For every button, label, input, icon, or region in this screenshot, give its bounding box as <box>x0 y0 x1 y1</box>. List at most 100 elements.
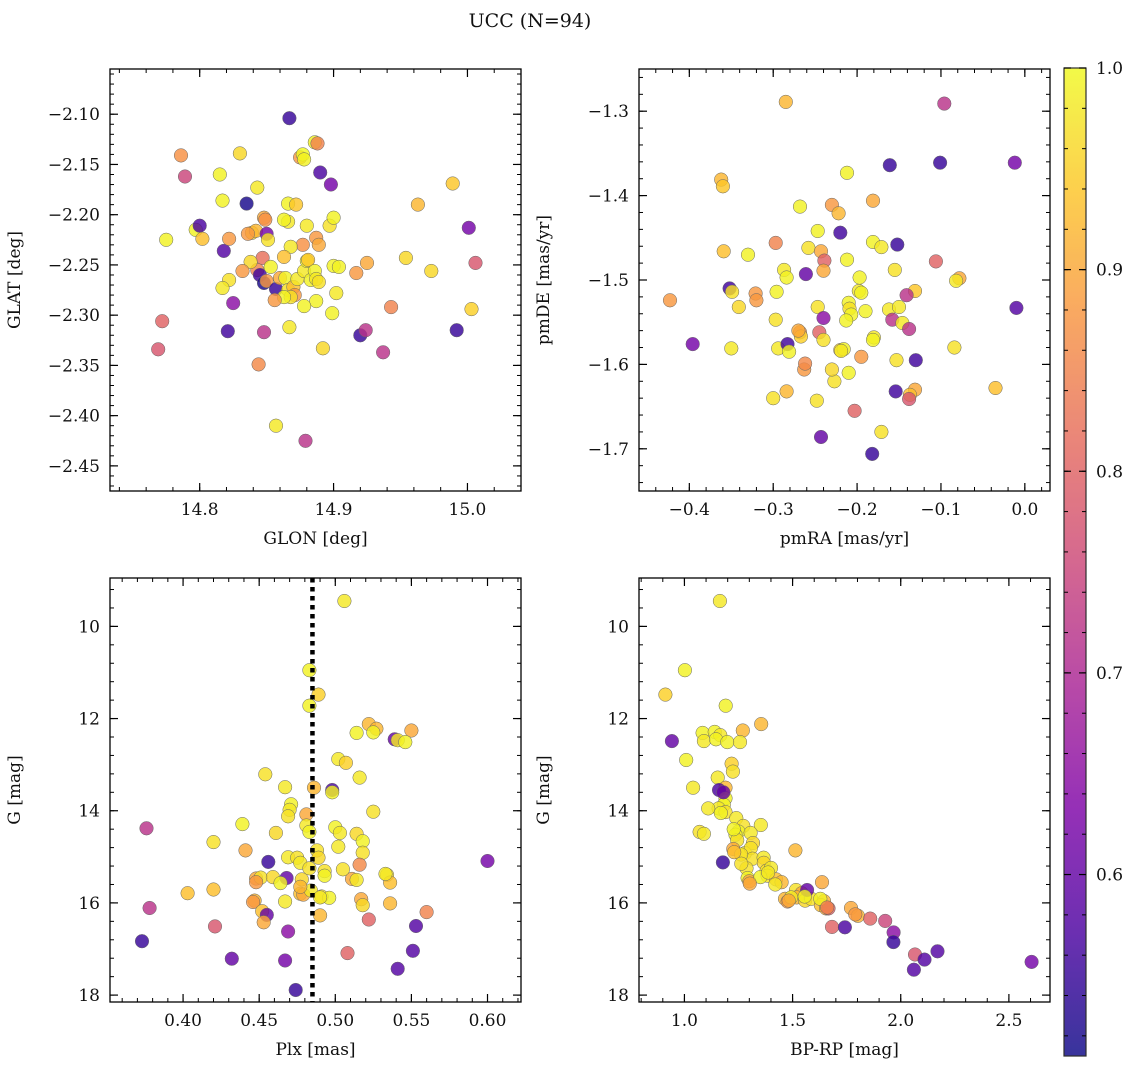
scatter-point <box>282 320 297 335</box>
scatter-point <box>235 817 250 832</box>
scatter-point <box>301 252 316 267</box>
y-tick-label: −2.35 <box>48 356 100 376</box>
scatter-point <box>724 341 739 356</box>
scatter-point <box>685 337 700 352</box>
x-axis-label: GLON [deg] <box>263 529 367 549</box>
scatter-point <box>779 270 794 285</box>
scatter-point <box>180 886 195 901</box>
scatter-point <box>888 384 903 399</box>
x-tick-label: −0.1 <box>920 500 961 520</box>
scatter-point <box>754 717 769 732</box>
scatter-point <box>658 687 673 702</box>
colorbar-tick-label: 0.6 <box>1096 866 1123 886</box>
scatter-point <box>250 180 265 195</box>
scatter-point <box>899 288 914 303</box>
scatter-point <box>326 210 341 225</box>
scatter-point <box>243 254 258 269</box>
scatter-point <box>313 890 328 905</box>
scatter-point <box>865 193 881 208</box>
colorbar-tick-label: 1.0 <box>1096 59 1123 79</box>
scatter-point <box>716 244 731 259</box>
scatter-point <box>151 342 166 357</box>
y-tick-label: 12 <box>607 710 629 730</box>
y-tick-label: 10 <box>607 617 629 637</box>
scatter-point <box>302 663 317 678</box>
y-tick-label: −2.20 <box>48 206 100 226</box>
x-tick-label: 14.8 <box>181 500 219 520</box>
y-tick-label: −1.7 <box>588 440 629 460</box>
x-tick-label: 0.50 <box>316 1011 354 1031</box>
x-tick-label: 2.5 <box>995 1011 1022 1031</box>
scatter-point <box>664 734 679 749</box>
scatter-point <box>268 418 284 433</box>
scatter-point <box>797 889 812 904</box>
y-tick-label: −1.5 <box>588 271 629 291</box>
scatter-point <box>310 136 325 151</box>
y-tick-label: −2.30 <box>48 306 100 326</box>
x-tick-label: −0.2 <box>836 500 877 520</box>
scatter-point <box>366 804 381 819</box>
scatter-point <box>791 323 806 338</box>
scatter-point <box>273 876 288 891</box>
scatter-point <box>424 263 439 279</box>
scatter-point <box>816 263 831 278</box>
scatter-point <box>340 946 355 961</box>
y-tick-label: −2.10 <box>48 105 100 125</box>
axes-frame <box>109 68 522 492</box>
colorbar-tick-label: 0.8 <box>1096 462 1123 482</box>
scatter-point <box>848 907 863 922</box>
scatter-point <box>142 900 157 916</box>
scatter-point <box>887 262 902 277</box>
scatter-point <box>949 273 964 288</box>
x-tick-label: −0.3 <box>753 500 794 520</box>
axes-frame <box>638 68 1051 492</box>
y-tick-label: 16 <box>78 894 100 914</box>
scatter-point <box>718 698 733 713</box>
scatter-point <box>882 158 897 173</box>
scatter-point <box>352 857 367 872</box>
x-axis-label: BP-RP [mag] <box>790 1040 899 1060</box>
x-tick-label: −0.4 <box>669 500 710 520</box>
scatter-point <box>256 325 272 340</box>
scatter-point <box>732 735 748 750</box>
x-tick-label: 15.0 <box>449 500 487 520</box>
scatter-point <box>410 197 425 212</box>
scatter-point <box>325 306 340 321</box>
scatter-point <box>323 177 338 192</box>
scatter-point <box>278 894 293 909</box>
scatter-point <box>735 723 750 738</box>
scatter-point <box>215 193 230 208</box>
scatter-point <box>677 663 692 678</box>
scatter-point <box>313 908 328 923</box>
scatter-point <box>281 924 296 939</box>
scatter-point <box>278 953 293 968</box>
scatter-point <box>276 212 292 227</box>
scatter-point <box>278 780 293 795</box>
scatter-point <box>814 875 830 890</box>
y-tick-label: 18 <box>78 986 100 1006</box>
scatter-point <box>299 218 314 233</box>
scatter-point <box>155 314 170 329</box>
scatter-point <box>798 267 813 282</box>
scatter-point <box>937 96 952 111</box>
scatter-point <box>226 296 241 311</box>
scatter-point <box>329 286 344 301</box>
scatter-point <box>863 911 878 926</box>
scatter-point <box>906 962 921 977</box>
y-tick-label: 10 <box>78 617 100 637</box>
scatter-point <box>731 299 746 315</box>
scatter-point <box>366 725 381 740</box>
figure-title: UCC (N=94) <box>469 10 592 32</box>
scatter-point <box>902 391 917 407</box>
y-axis-label: GLAT [deg] <box>5 231 25 329</box>
scatter-point <box>788 843 803 858</box>
scatter-point <box>338 755 353 770</box>
scatter-point <box>215 280 230 296</box>
scatter-point <box>740 247 756 262</box>
scatter-point <box>315 341 330 356</box>
y-tick-label: −1.3 <box>588 102 629 122</box>
scatter-point <box>720 735 735 750</box>
scatter-point <box>282 111 297 126</box>
scatter-point <box>889 353 904 368</box>
scatter-point <box>715 855 730 870</box>
